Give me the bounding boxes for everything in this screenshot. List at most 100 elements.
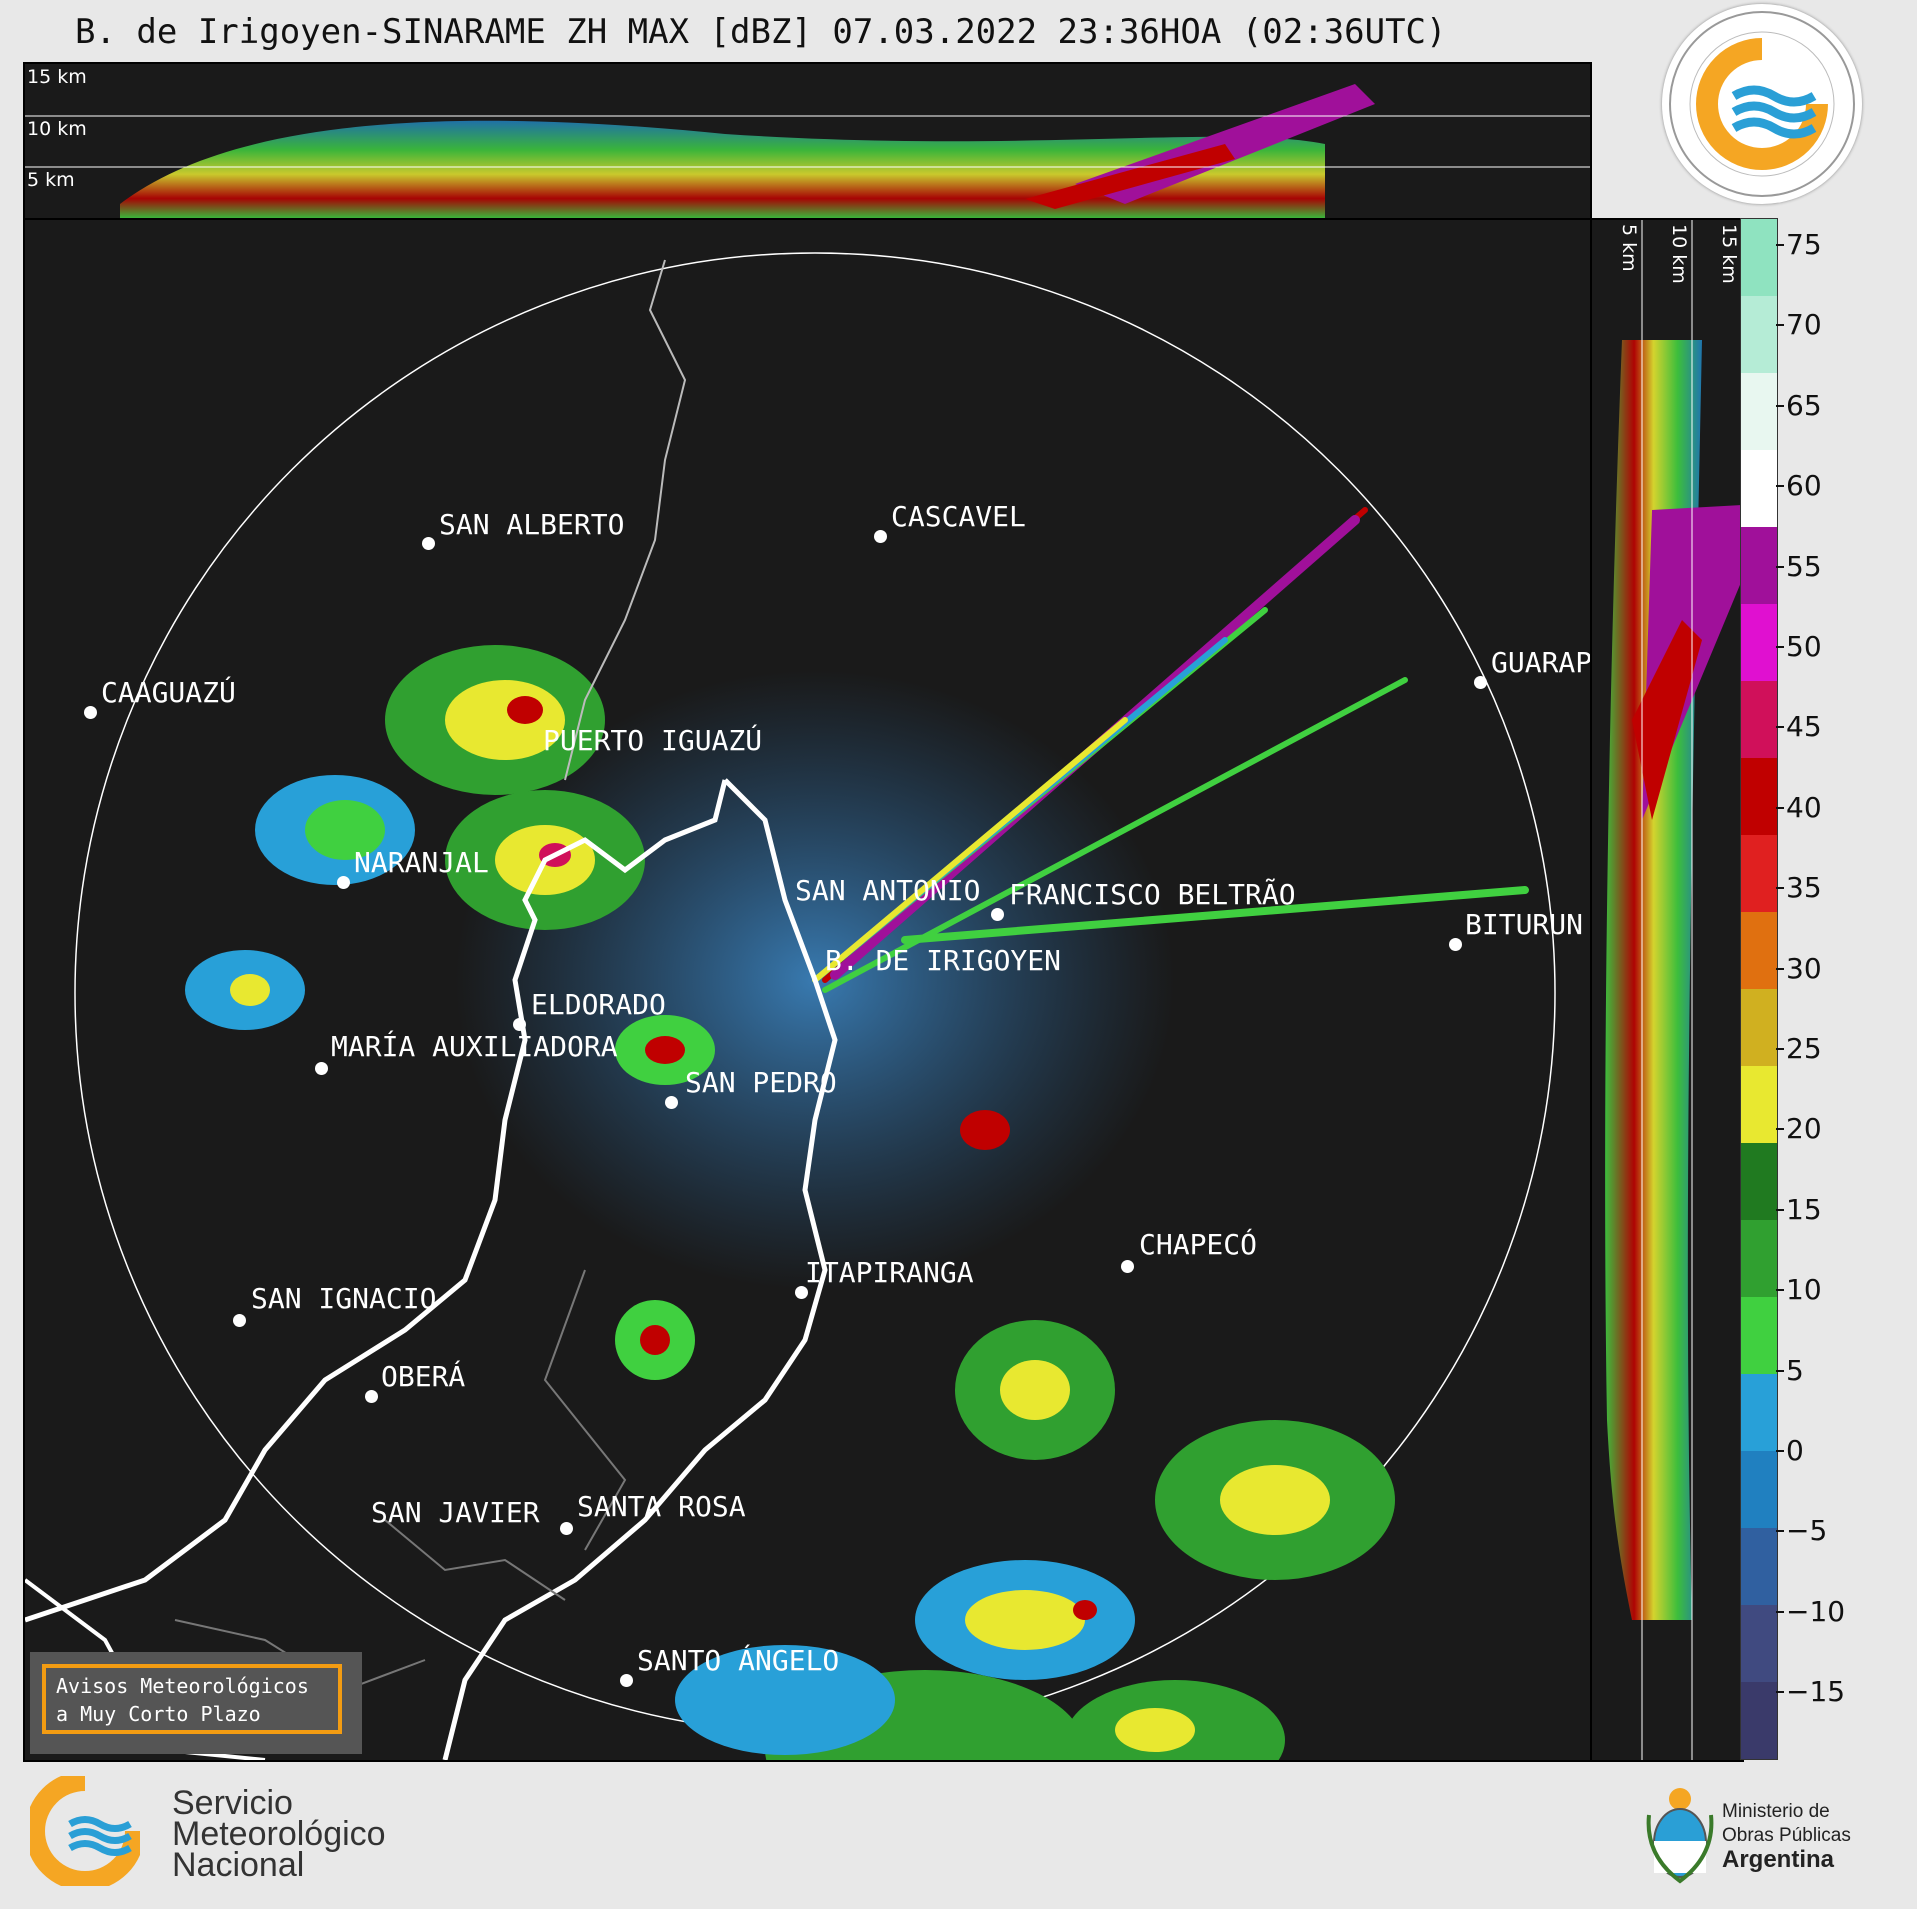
city-dot-itapiranga xyxy=(795,1286,808,1299)
badge-line-1: Avisos Meteorológicos xyxy=(56,1674,309,1698)
city-dot-naranjal xyxy=(337,876,350,889)
smn-seal-logo xyxy=(1662,4,1862,204)
city-label-san-ignacio: SAN IGNACIO xyxy=(251,1282,437,1315)
colorbar-tick-label: 15 xyxy=(1786,1192,1822,1226)
colorbar-tick-label: 40 xyxy=(1786,790,1822,824)
city-dot-chapeco xyxy=(1121,1260,1134,1273)
map-title: B. de Irigoyen-SINARAME ZH MAX [dBZ] 07.… xyxy=(75,12,1447,52)
city-label-san-javier: SAN JAVIER xyxy=(371,1496,540,1529)
height-label-10: 10 km xyxy=(27,118,87,140)
smn-text-line-2: Meteorológico xyxy=(172,1815,386,1853)
colorbar-tick-mark xyxy=(1776,404,1784,407)
height-label-15: 15 km xyxy=(27,66,87,88)
colorbar-tick-label: 5 xyxy=(1786,1353,1804,1387)
colorbar-tick-mark xyxy=(1776,1369,1784,1372)
colorbar-tick-mark xyxy=(1776,1610,1784,1613)
city-label-santo-angelo: SANTO ÁNGELO xyxy=(637,1644,840,1677)
side-height-label-15: 15 km xyxy=(1718,224,1740,284)
colorbar-tick-mark xyxy=(1776,1048,1784,1050)
colorbar-tick-mark xyxy=(1776,726,1784,729)
city-label-cascavel: CASCAVEL xyxy=(891,500,1026,533)
radar-map[interactable]: SAN ALBERTO CASCAVEL CAAGUAZÚ GUARAP PUE… xyxy=(23,218,1592,1762)
avisos-badge[interactable]: Avisos Meteorológicos a Muy Corto Plazo xyxy=(30,1652,362,1754)
ministry-line-2: Obras Públicas xyxy=(1722,1825,1851,1846)
smn-footer-logo-icon xyxy=(25,1771,145,1891)
smn-footer-text: Servicio Meteorológico Nacional xyxy=(172,1784,386,1884)
side-height-profile: 5 km 10 km 15 km xyxy=(1590,218,1744,1762)
ministry-line-3: Argentina xyxy=(1722,1846,1835,1873)
city-dot-eldorado xyxy=(513,1018,526,1031)
city-label-santa-rosa: SANTA ROSA xyxy=(577,1490,746,1523)
top-height-profile: 15 km 10 km 5 km xyxy=(23,62,1592,220)
smn-text-line-1: Servicio xyxy=(172,1784,293,1822)
colorbar-tick-mark xyxy=(1776,1450,1784,1452)
colorbar-tick-label: 55 xyxy=(1786,549,1822,583)
ministry-line-1: Ministerio de xyxy=(1722,1801,1830,1822)
colorbar-tick-mark xyxy=(1776,967,1784,970)
city-dot-san-ignacio xyxy=(233,1314,246,1327)
colorbar-tick-mark xyxy=(1776,1530,1784,1533)
city-label-b-de-irigoyen: B. DE IRIGOYEN xyxy=(825,944,1062,977)
colorbar-tick-mark xyxy=(1776,485,1784,488)
city-dot-guarapuava xyxy=(1474,676,1487,689)
argentina-coat-of-arms-icon xyxy=(1645,1785,1715,1885)
colorbar-tick-label: 25 xyxy=(1786,1032,1822,1065)
height-label-5: 5 km xyxy=(27,169,75,191)
city-label-san-alberto: SAN ALBERTO xyxy=(439,508,625,541)
city-dot-caaguazu xyxy=(84,706,97,719)
colorbar-tick-mark xyxy=(1776,565,1784,568)
side-height-label-10: 10 km xyxy=(1668,224,1690,284)
city-label-naranjal: NARANJAL xyxy=(354,846,489,879)
colorbar-tick-label: 10 xyxy=(1786,1273,1822,1307)
city-label-obera: OBERÁ xyxy=(381,1360,466,1393)
badge-line-2: a Muy Corto Plazo xyxy=(56,1702,261,1726)
colorbar-tick-label: 75 xyxy=(1786,228,1822,261)
city-label-chapeco: CHAPECÓ xyxy=(1139,1228,1258,1261)
city-label-itapiranga: ITAPIRANGA xyxy=(805,1256,974,1289)
city-label-eldorado: ELDORADO xyxy=(531,988,666,1021)
city-dot-obera xyxy=(365,1390,378,1403)
city-label-bituruna: BITURUN xyxy=(1465,908,1584,941)
colorbar-tick-label: −5 xyxy=(1786,1514,1828,1548)
colorbar-tick-label: 65 xyxy=(1786,388,1822,422)
colorbar-tick-label: 35 xyxy=(1786,871,1822,905)
colorbar-tick-label: 50 xyxy=(1786,630,1822,663)
colorbar-tick-label: −10 xyxy=(1786,1594,1846,1628)
city-dot-san-alberto xyxy=(422,537,435,550)
smn-text-line-3: Nacional xyxy=(172,1846,305,1884)
colorbar-tick-label: 60 xyxy=(1786,469,1822,503)
colorbar-tick-mark xyxy=(1776,244,1784,246)
colorbar-tick-mark xyxy=(1776,806,1784,809)
city-dot-maria-auxiliadora xyxy=(315,1062,328,1075)
city-label-francisco-beltrao: FRANCISCO BELTRÃO xyxy=(1009,878,1296,911)
city-dot-cascavel xyxy=(874,530,887,543)
colorbar-tick-label: 0 xyxy=(1786,1434,1804,1467)
radar-svg xyxy=(25,252,1556,1760)
colorbar-tick-label: 45 xyxy=(1786,710,1822,744)
city-label-maria-auxiliadora: MARÍA AUXILIADORA xyxy=(331,1030,618,1063)
city-dot-bituruna xyxy=(1449,938,1462,951)
city-label-guarapuava: GUARAP xyxy=(1491,646,1593,679)
colorbar-tick-label: 30 xyxy=(1786,951,1822,985)
colorbar-tick-mark xyxy=(1776,1691,1784,1694)
colorbar-tick-mark xyxy=(1776,1208,1784,1211)
colorbar-tick-label: −15 xyxy=(1786,1675,1846,1709)
colorbar-tick-mark xyxy=(1776,646,1784,648)
ministry-text: Ministerio de Obras Públicas Argentina xyxy=(1722,1800,1851,1872)
colorbar-tick-mark xyxy=(1776,1128,1784,1131)
city-label-san-antonio: SAN ANTONIO xyxy=(795,874,981,907)
dbz-colorbar xyxy=(1740,218,1778,1760)
city-label-caaguazu: CAAGUAZÚ xyxy=(101,676,236,709)
colorbar-tick-label: 20 xyxy=(1786,1112,1822,1146)
city-label-puerto-iguazu: PUERTO IGUAZÚ xyxy=(543,724,763,757)
city-dot-santo-angelo xyxy=(620,1674,633,1687)
city-dot-francisco-beltrao xyxy=(991,908,1004,921)
city-dot-santa-rosa xyxy=(560,1522,573,1535)
city-dot-san-pedro xyxy=(665,1096,678,1109)
colorbar-tick-mark xyxy=(1776,324,1784,327)
colorbar-tick-mark xyxy=(1776,887,1784,890)
colorbar-tick-label: 70 xyxy=(1786,308,1822,342)
side-height-label-5: 5 km xyxy=(1618,224,1640,272)
city-label-san-pedro: SAN PEDRO xyxy=(685,1066,837,1099)
colorbar-tick-mark xyxy=(1776,1289,1784,1292)
